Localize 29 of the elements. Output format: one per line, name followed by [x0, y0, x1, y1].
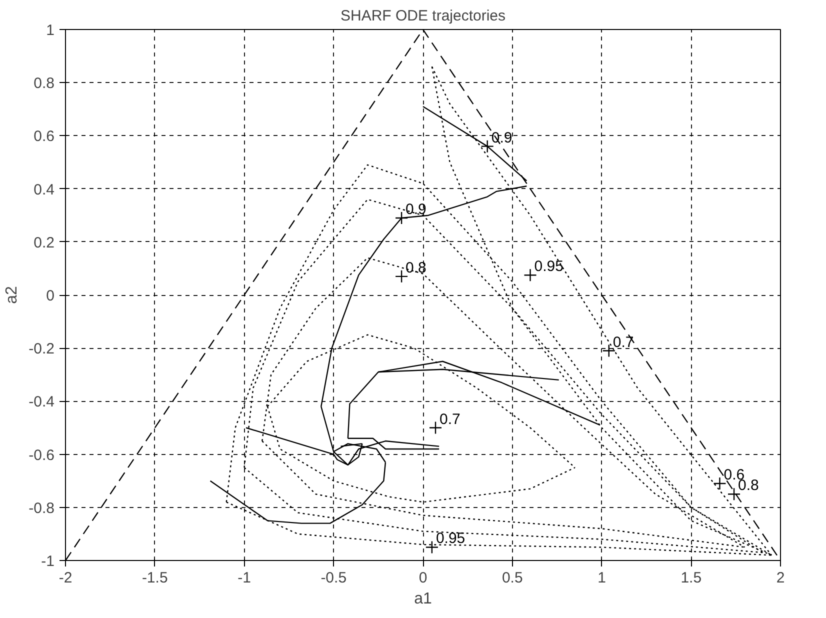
annotation: 0.9 — [406, 201, 426, 218]
annotation: 0.7 — [612, 334, 634, 351]
x-tick-label: 0.5 — [502, 570, 523, 586]
x-tick-label: -1 — [238, 570, 251, 586]
y-tick-label: 0.4 — [34, 181, 55, 198]
annotation: 0.8 — [406, 259, 426, 276]
x-tick-label: -1.5 — [142, 570, 168, 586]
y-tick-label: -0.6 — [28, 446, 55, 464]
annotation: 0.95 — [534, 258, 564, 276]
y-tick-label: -0.8 — [28, 500, 55, 517]
x-tick-label: -0.5 — [320, 570, 347, 586]
y-tick-label: 0.6 — [34, 128, 55, 146]
y-tick-label: -0.4 — [28, 394, 55, 411]
x-tick-label: 1 — [598, 570, 606, 586]
x-tick-label: 2 — [776, 570, 785, 586]
x-tick-label: 0 — [418, 570, 428, 586]
y-axis-title: a2 — [4, 286, 21, 304]
y-tick-label: 0.2 — [34, 234, 55, 252]
annotation: 0.95 — [436, 530, 466, 548]
y-tick-label: 0.8 — [34, 75, 55, 92]
annotation: 0.7 — [440, 410, 460, 428]
x-axis-title: a1 — [414, 590, 432, 608]
x-tick-label: 1.5 — [680, 570, 702, 586]
y-tick-label: -0.2 — [28, 340, 55, 358]
y-tick-label: 1 — [46, 22, 54, 39]
x-tick-label: -2 — [58, 570, 72, 586]
chart-title: SHARF ODE trajectories — [340, 8, 506, 24]
y-tick-label: -1 — [41, 553, 55, 570]
y-tick-label: 0 — [46, 288, 54, 304]
